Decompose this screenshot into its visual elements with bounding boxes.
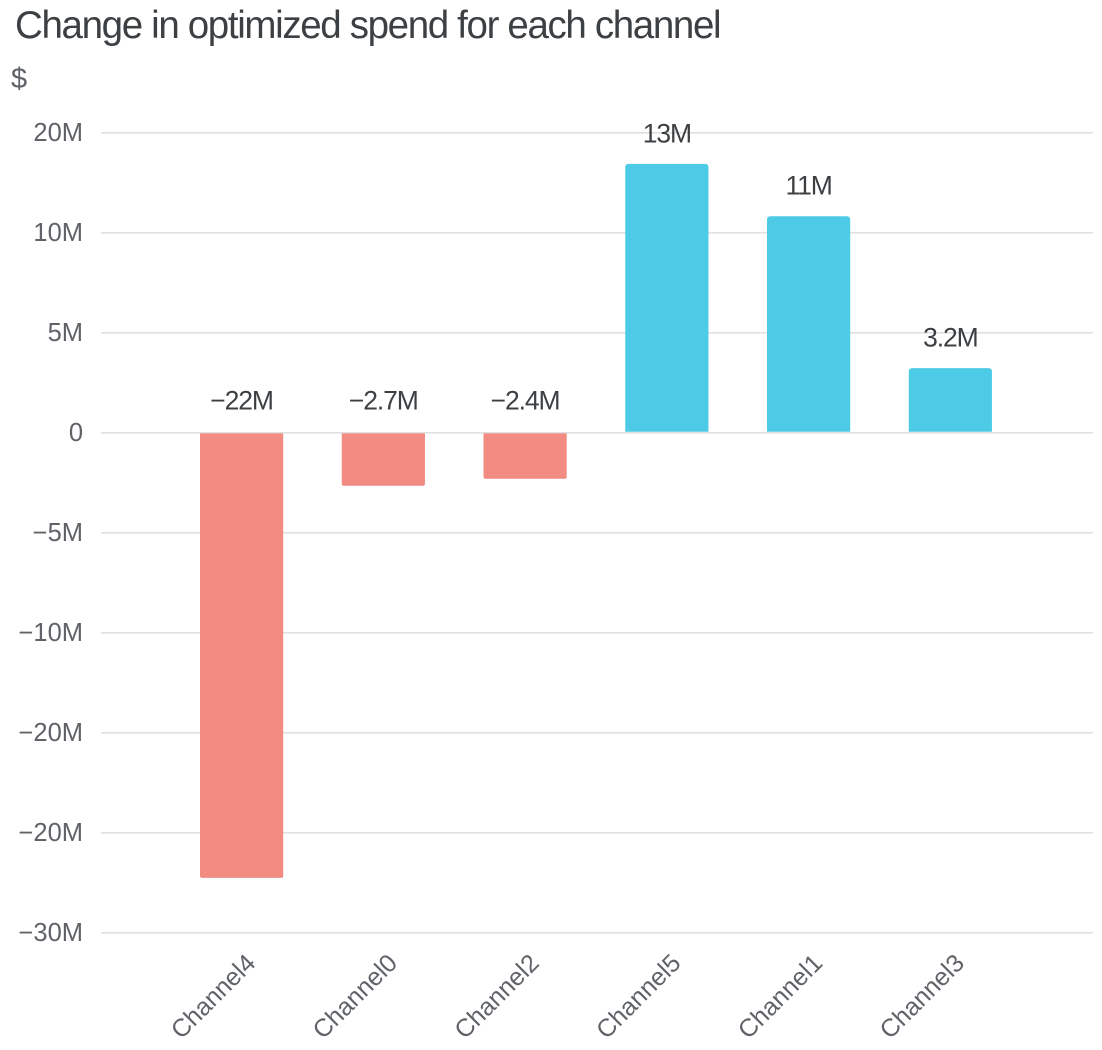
svg-text:−2.7M: −2.7M	[349, 385, 418, 415]
svg-text:20M: 20M	[33, 119, 83, 147]
svg-text:−20M: −20M	[19, 819, 84, 847]
svg-text:0: 0	[69, 419, 83, 447]
svg-text:−20M: −20M	[19, 719, 84, 747]
svg-text:3.2M: 3.2M	[923, 322, 978, 352]
svg-text:$: $	[11, 63, 27, 95]
svg-text:10M: 10M	[33, 219, 83, 247]
svg-text:−30M: −30M	[19, 919, 84, 947]
svg-text:−2.4M: −2.4M	[491, 385, 560, 415]
svg-text:−10M: −10M	[19, 619, 84, 647]
svg-text:5M: 5M	[48, 319, 83, 347]
svg-text:−22M: −22M	[210, 385, 273, 415]
svg-text:−5M: −5M	[33, 519, 83, 547]
svg-text:11M: 11M	[785, 170, 831, 200]
svg-text:13M: 13M	[643, 119, 691, 149]
svg-text:Change in optimized spend for: Change in optimized spend for each chann…	[15, 4, 720, 47]
